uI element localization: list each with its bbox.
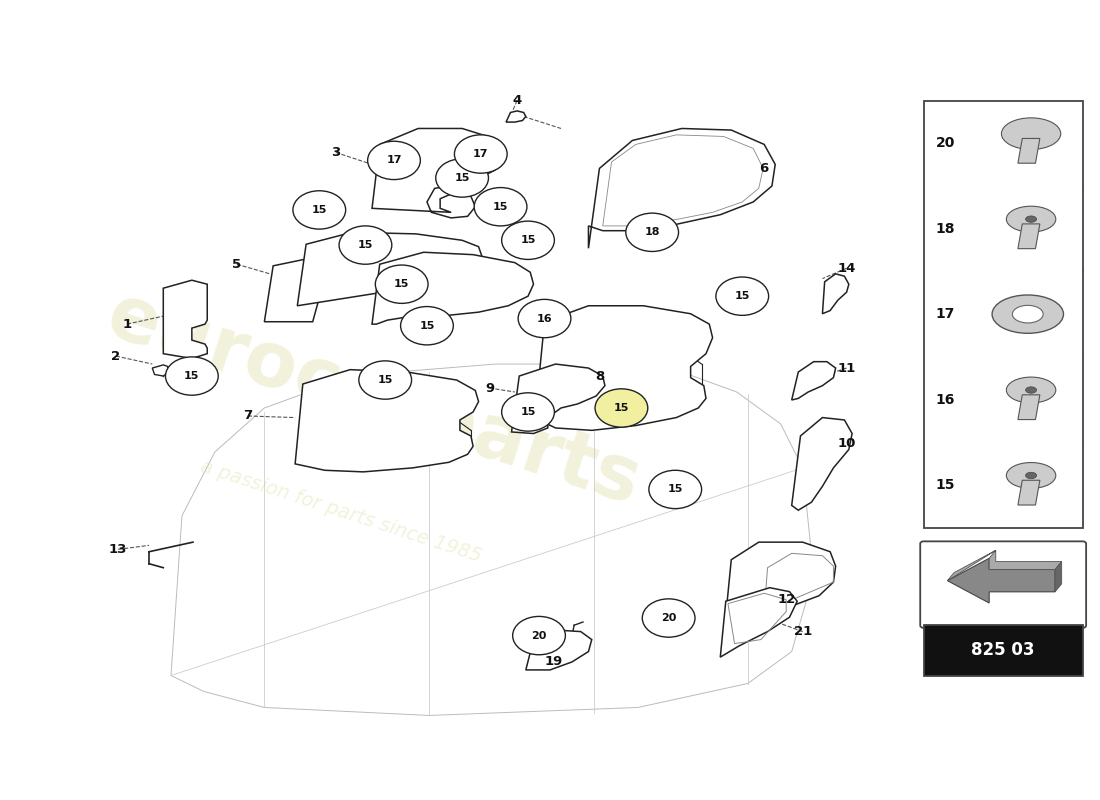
Text: 11: 11 [837,362,856,374]
Polygon shape [947,558,1055,603]
Ellipse shape [1025,387,1036,394]
Text: 825 03: 825 03 [971,642,1035,659]
Polygon shape [163,280,207,358]
Polygon shape [792,418,852,510]
Text: 15: 15 [735,291,750,301]
Text: 20: 20 [936,136,955,150]
Polygon shape [1018,480,1040,505]
Text: 15: 15 [394,279,409,290]
Text: 16: 16 [537,314,552,323]
Text: 10: 10 [837,438,856,450]
Circle shape [595,389,648,427]
Text: 5: 5 [232,258,242,270]
Circle shape [454,135,507,173]
Text: 17: 17 [473,149,488,159]
Ellipse shape [1025,472,1036,478]
Polygon shape [152,365,167,376]
Circle shape [293,190,345,229]
Ellipse shape [1006,377,1056,403]
Text: 15: 15 [936,478,955,492]
Text: 15: 15 [358,240,373,250]
Text: 8: 8 [595,370,604,382]
Ellipse shape [1006,462,1056,489]
FancyBboxPatch shape [921,542,1086,628]
Polygon shape [512,364,605,434]
Circle shape [518,299,571,338]
Circle shape [626,213,679,251]
Circle shape [642,599,695,637]
Text: 19: 19 [544,655,562,669]
Polygon shape [1018,395,1040,419]
Polygon shape [295,370,478,472]
Text: 15: 15 [668,485,683,494]
Text: 18: 18 [936,222,955,236]
Text: 12: 12 [777,593,795,606]
Text: 15: 15 [454,173,470,183]
Polygon shape [726,542,836,618]
Circle shape [400,306,453,345]
Text: eurocarparts: eurocarparts [98,279,650,521]
Text: 15: 15 [311,205,327,215]
Text: 13: 13 [109,543,128,556]
Text: 7: 7 [243,410,252,422]
Polygon shape [506,111,526,122]
Circle shape [367,142,420,179]
Text: 21: 21 [793,625,812,638]
Ellipse shape [992,295,1064,334]
Polygon shape [537,306,713,430]
Circle shape [436,159,488,197]
Text: 9: 9 [485,382,494,394]
Circle shape [339,226,392,264]
Polygon shape [1055,562,1061,592]
Text: 6: 6 [760,162,769,175]
Text: 17: 17 [386,155,402,166]
Text: 20: 20 [531,630,547,641]
Text: 15: 15 [419,321,435,330]
Circle shape [165,357,218,395]
Circle shape [649,470,702,509]
Text: 3: 3 [331,146,340,159]
Polygon shape [823,274,849,314]
Text: 15: 15 [493,202,508,212]
Text: 4: 4 [513,94,521,107]
Polygon shape [720,588,798,657]
Polygon shape [526,630,592,670]
Polygon shape [1018,224,1040,249]
Text: 18: 18 [645,227,660,238]
Polygon shape [1018,138,1040,163]
Ellipse shape [1025,216,1036,222]
Polygon shape [372,129,500,218]
Circle shape [375,265,428,303]
Circle shape [716,277,769,315]
Text: 15: 15 [184,371,199,381]
Text: 15: 15 [377,375,393,385]
Polygon shape [297,232,484,306]
Polygon shape [947,550,1062,581]
Text: 15: 15 [520,407,536,417]
Polygon shape [372,252,534,324]
Polygon shape [264,256,363,322]
Text: 15: 15 [614,403,629,413]
Circle shape [502,221,554,259]
Polygon shape [588,129,775,248]
Text: 16: 16 [936,393,955,406]
Circle shape [513,617,565,654]
Ellipse shape [1006,206,1056,232]
Text: 14: 14 [837,262,856,274]
Circle shape [359,361,411,399]
Text: 15: 15 [520,235,536,246]
Polygon shape [792,362,836,400]
Ellipse shape [1012,306,1043,323]
Circle shape [474,187,527,226]
Text: 20: 20 [661,613,676,623]
Text: 1: 1 [122,318,132,330]
Ellipse shape [1001,118,1060,150]
Text: a passion for parts since 1985: a passion for parts since 1985 [198,458,484,566]
Text: 2: 2 [111,350,121,362]
Text: 17: 17 [936,307,955,321]
FancyBboxPatch shape [924,626,1082,675]
FancyBboxPatch shape [924,101,1082,528]
Circle shape [502,393,554,431]
